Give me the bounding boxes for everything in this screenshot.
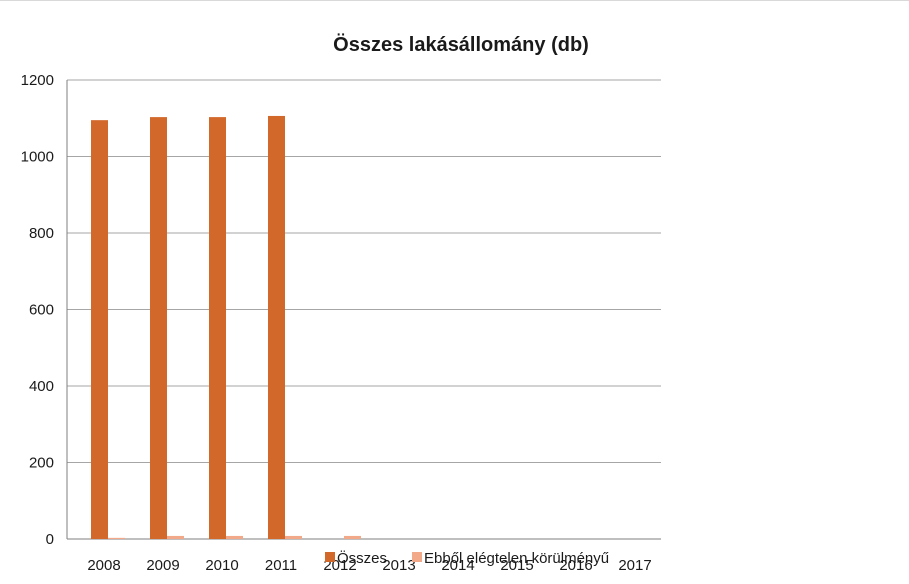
- x-tick-label: 2013: [382, 557, 415, 574]
- x-tick-label: 2017: [618, 557, 651, 574]
- bars: [91, 115, 361, 539]
- bar-osszes-2008: [91, 120, 108, 539]
- x-tick-label: 2014: [441, 557, 474, 574]
- bar-elegtelen-2010: [226, 535, 243, 539]
- x-tick-label: 2009: [146, 557, 179, 574]
- bar-osszes-2010: [209, 117, 226, 539]
- y-tick-label: 0: [46, 531, 54, 548]
- x-tick-label: 2008: [87, 557, 120, 574]
- legend-swatch: [325, 552, 335, 562]
- legend: Összes Ebből elégtelen körülményű: [325, 549, 609, 567]
- y-axis-ticks: 0 200 400 600 800 1000 1200: [21, 72, 54, 548]
- y-tick-label: 800: [29, 225, 54, 242]
- legend-label: Összes: [337, 549, 387, 567]
- y-tick-label: 200: [29, 455, 54, 472]
- legend-label: Ebből elégtelen körülményű: [424, 550, 609, 567]
- bar-elegtelen-2008: [108, 537, 125, 539]
- bar-elegtelen-2012: [344, 535, 361, 539]
- bar-osszes-2011: [268, 115, 285, 539]
- x-tick-label: 2010: [205, 557, 238, 574]
- y-tick-label: 1000: [21, 149, 54, 166]
- bar-osszes-2009: [150, 117, 167, 539]
- y-tick-label: 600: [29, 302, 54, 319]
- bar-elegtelen-2009: [167, 535, 184, 539]
- legend-swatch: [412, 552, 422, 562]
- x-axis-ticks: 2008 2009 2010 2011 2012 2013 2014 2015 2016 2017: [87, 557, 651, 574]
- x-tick-label: 2015: [500, 557, 533, 574]
- x-tick-label: 2011: [265, 557, 297, 574]
- bar-elegtelen-2011: [285, 535, 302, 539]
- x-tick-label: 2016: [559, 557, 592, 574]
- y-tick-label: 400: [29, 378, 54, 395]
- y-tick-label: 1200: [21, 72, 54, 89]
- chart-title: Összes lakásállomány (db): [333, 33, 589, 56]
